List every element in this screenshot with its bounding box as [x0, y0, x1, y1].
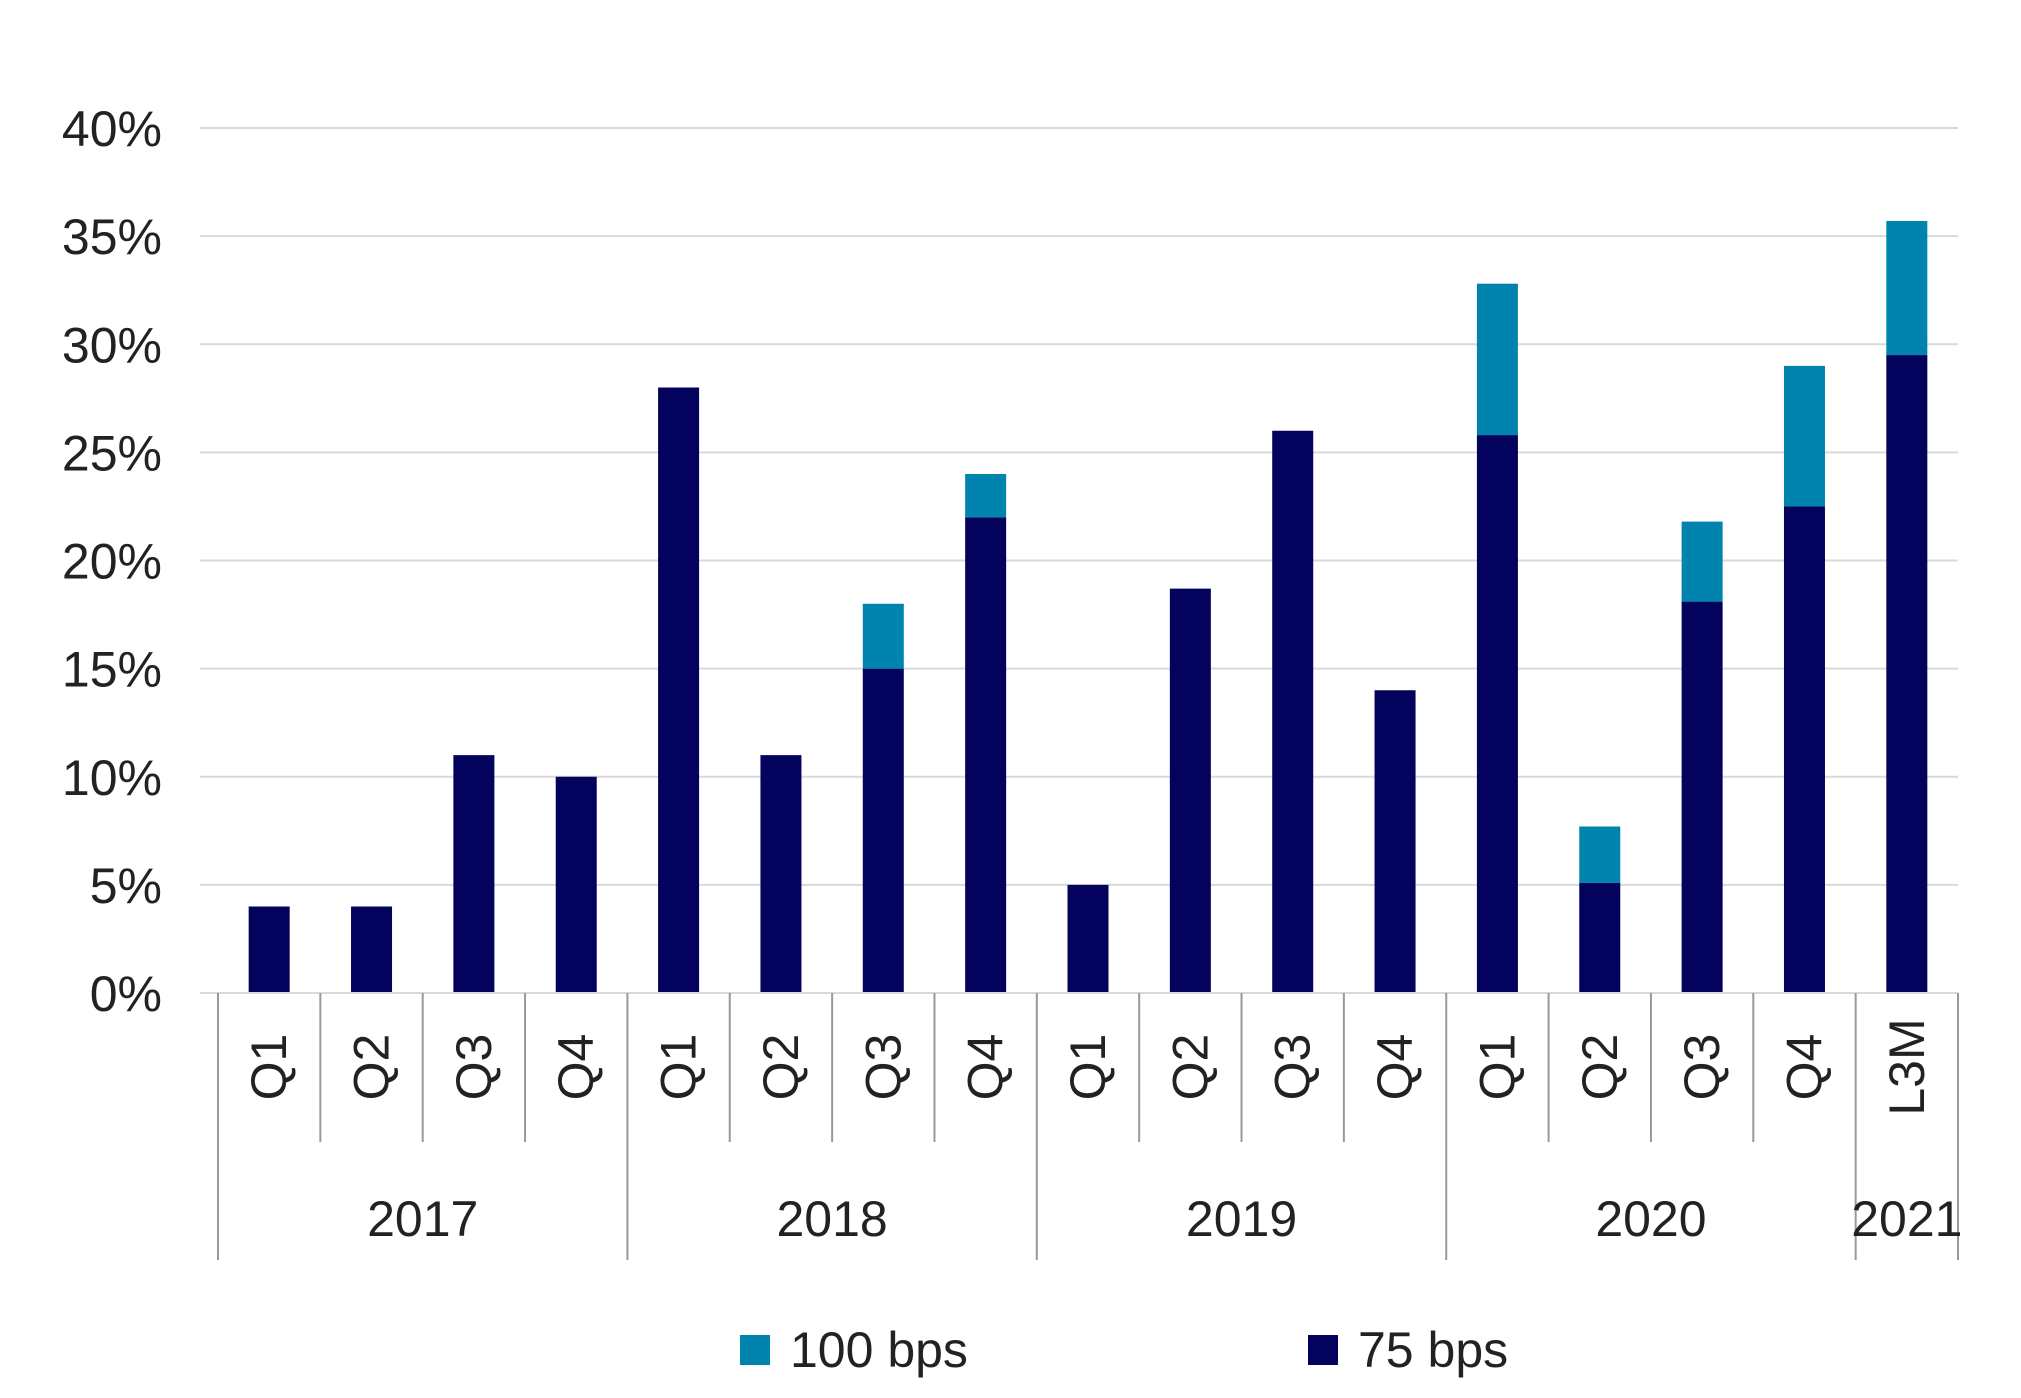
x-tick-label: Q1 — [1469, 1034, 1525, 1101]
x-tick-label: Q1 — [241, 1034, 297, 1101]
y-tick-label: 0% — [90, 966, 162, 1022]
bar-100-bps-6 — [862, 603, 904, 669]
group-label: 2021 — [1851, 1191, 1962, 1247]
x-tick-label: Q3 — [1674, 1034, 1730, 1101]
bars — [248, 220, 1928, 993]
bar-75-bps-1 — [351, 906, 393, 993]
y-tick-label: 30% — [62, 317, 162, 373]
bar-75-bps-9 — [1169, 588, 1211, 993]
y-tick-label: 40% — [62, 101, 162, 157]
y-tick-label: 35% — [62, 209, 162, 265]
group-label: 2019 — [1186, 1191, 1297, 1247]
bar-75-bps-4 — [658, 387, 700, 993]
x-tick-label: Q2 — [344, 1034, 400, 1101]
y-tick-label: 15% — [62, 642, 162, 698]
bar-75-bps-10 — [1272, 430, 1314, 993]
bar-75-bps-11 — [1374, 690, 1416, 993]
bar-75-bps-14 — [1681, 601, 1723, 993]
bar-100-bps-14 — [1681, 521, 1723, 602]
group-label: 2018 — [777, 1191, 888, 1247]
bar-75-bps-8 — [1067, 884, 1109, 993]
bar-75-bps-12 — [1476, 435, 1518, 993]
bar-75-bps-6 — [862, 668, 904, 993]
axes: 0% 5% 10% 15% 20% 25% 30% 35% 40% Q1 Q2 Q3 Q4 Q1 Q2 Q3 Q… — [62, 101, 1962, 1260]
bar-100-bps-16 — [1886, 220, 1928, 356]
group-label: 2017 — [367, 1191, 478, 1247]
x-tick-label: Q4 — [1367, 1034, 1423, 1101]
bar-100-bps-12 — [1476, 283, 1518, 436]
legend-swatch — [740, 1335, 770, 1365]
bar-75-bps-16 — [1886, 355, 1928, 993]
legend-swatch — [1308, 1335, 1338, 1365]
x-tick-label: Q4 — [1776, 1034, 1832, 1101]
legend: 100 bps 75 bps — [740, 1322, 1508, 1378]
bar-75-bps-15 — [1783, 506, 1825, 993]
x-tick-label: Q2 — [753, 1034, 809, 1101]
bar-75-bps-7 — [965, 517, 1007, 993]
bar-100-bps-7 — [965, 474, 1007, 518]
bar-75-bps-2 — [453, 755, 495, 993]
x-tick-label: Q1 — [651, 1034, 707, 1101]
y-tick-label: 10% — [62, 750, 162, 806]
y-tick-label: 5% — [90, 858, 162, 914]
bar-75-bps-5 — [760, 755, 802, 993]
bar-75-bps-0 — [248, 906, 290, 993]
bar-75-bps-13 — [1579, 882, 1621, 993]
bar-75-bps-3 — [555, 776, 597, 993]
bar-100-bps-13 — [1579, 826, 1621, 883]
legend-label: 100 bps — [790, 1322, 968, 1378]
x-tick-label: Q1 — [1060, 1034, 1116, 1101]
x-tick-label: Q3 — [446, 1034, 502, 1101]
y-tick-label: 20% — [62, 534, 162, 590]
x-tick-label: Q4 — [958, 1034, 1014, 1101]
x-tick-label: Q2 — [1572, 1034, 1628, 1101]
x-tick-label: Q4 — [548, 1034, 604, 1101]
x-tick-label: L3M — [1879, 1018, 1935, 1115]
legend-label: 75 bps — [1358, 1322, 1508, 1378]
bar-100-bps-15 — [1783, 365, 1825, 507]
x-tick-label: Q3 — [1265, 1034, 1321, 1101]
group-label: 2020 — [1595, 1191, 1706, 1247]
y-tick-label: 25% — [62, 425, 162, 481]
x-tick-label: Q3 — [855, 1034, 911, 1101]
x-tick-label: Q2 — [1162, 1034, 1218, 1101]
